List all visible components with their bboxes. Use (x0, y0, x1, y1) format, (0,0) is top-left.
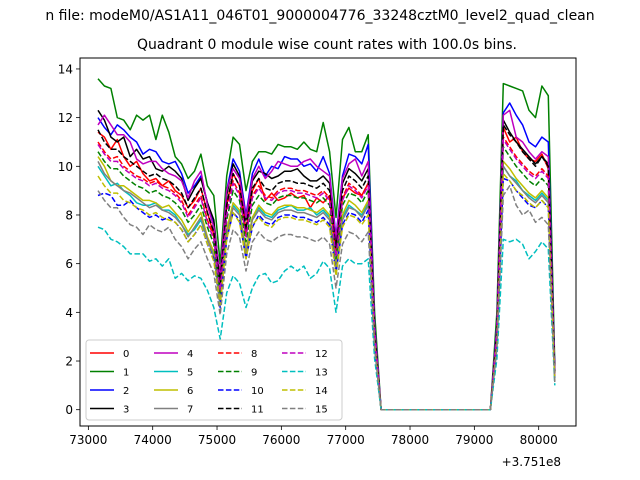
legend-label-2: 2 (123, 386, 129, 397)
series-12-line (97, 138, 556, 411)
legend-label-0: 0 (123, 349, 129, 360)
y-tick-label: 2 (65, 355, 73, 369)
legend-label-15: 15 (315, 405, 328, 416)
x-tick-label: 79000 (455, 433, 493, 447)
legend-label-3: 3 (123, 405, 129, 416)
legend-label-7: 7 (187, 405, 193, 416)
y-tick-label: 14 (58, 62, 73, 76)
y-axis: 0 2 4 6 8 10 12 14 (58, 62, 80, 417)
x-axis: 73000 74000 75000 76000 77000 78000 79000 80000 (69, 426, 558, 447)
legend-label-13: 13 (315, 368, 328, 379)
legend-label-1: 1 (123, 368, 129, 379)
series-9-line (97, 146, 556, 411)
legend-label-6: 6 (187, 386, 193, 397)
legend-label-11: 11 (251, 405, 264, 416)
x-tick-label: 80000 (520, 433, 558, 447)
x-tick-label: 77000 (327, 433, 365, 447)
y-tick-label: 6 (65, 257, 73, 271)
legend-label-4: 4 (187, 349, 193, 360)
x-tick-label: 74000 (134, 433, 172, 447)
plot-area (79, 57, 577, 427)
x-offset-label: +3.751e8 (502, 455, 561, 469)
x-tick-label: 75000 (198, 433, 236, 447)
x-tick-label: 78000 (391, 433, 429, 447)
series-15-line (97, 185, 556, 411)
y-tick-label: 8 (65, 208, 73, 222)
y-tick-label: 12 (58, 111, 73, 125)
y-tick-label: 4 (65, 306, 73, 320)
legend-label-14: 14 (315, 386, 328, 397)
legend-label-10: 10 (251, 386, 264, 397)
y-tick-label: 0 (65, 403, 73, 417)
figure-title: n file: modeM0/AS1A11_046T01_9000004776_… (45, 8, 594, 24)
x-tick-label: 76000 (262, 433, 300, 447)
y-tick-label: 10 (58, 160, 73, 174)
series-layer (97, 78, 556, 411)
x-tick-label: 73000 (69, 433, 107, 447)
legend-box (85, 339, 343, 421)
legend-label-8: 8 (251, 349, 257, 360)
legend-label-9: 9 (251, 368, 257, 379)
axes-frame (79, 57, 577, 427)
legend-label-5: 5 (187, 368, 193, 379)
chart-title: Quadrant 0 module wise count rates with … (137, 37, 517, 53)
legend-label-12: 12 (315, 349, 328, 360)
